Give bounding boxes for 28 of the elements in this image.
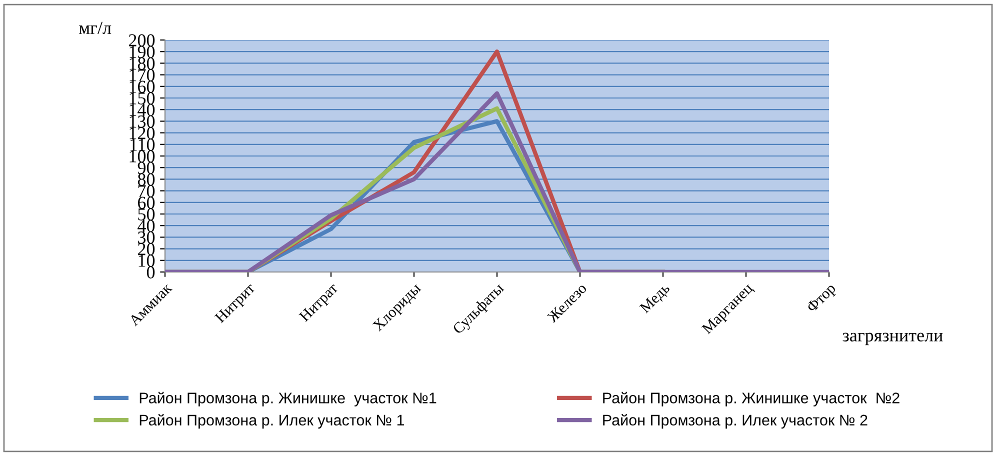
y-tick-label: 180 <box>130 57 155 70</box>
y-tick-label: 150 <box>130 92 155 104</box>
y-tick-label: 20 <box>138 243 155 256</box>
y-tick-label: 110 <box>130 138 155 151</box>
y-tick-label: 130 <box>130 115 155 128</box>
y-tick-label: 40 <box>138 220 155 232</box>
legend-label: Район Промзона р. Жинишке участок №2 <box>603 392 900 406</box>
y-tick-label: 80 <box>138 173 155 186</box>
legend-label: Район Промзона р. Илек участок № 1 <box>140 414 404 429</box>
y-axis-title: мг/л <box>79 22 112 34</box>
y-tick-label: 60 <box>138 196 155 209</box>
legend-label: Район Промзона р. Жинишке участок №1 <box>140 392 436 406</box>
y-tick-label: 170 <box>130 69 155 82</box>
y-tick-label: 90 <box>138 162 155 174</box>
y-tick-label: 10 <box>138 254 155 267</box>
y-tick-label: 30 <box>138 231 155 244</box>
y-tick-label: 50 <box>138 208 155 220</box>
y-tick-label: 0 <box>146 266 155 278</box>
legend-label: Район Промзона р. Илек участок № 2 <box>603 414 868 429</box>
x-tick-label: Фтор <box>806 282 838 315</box>
y-tick-label: 200 <box>128 34 155 46</box>
y-tick-label: 190 <box>130 46 155 58</box>
x-axis-title: загрязнители <box>842 332 943 346</box>
y-tick-label: 120 <box>130 127 155 140</box>
y-tick-label: 70 <box>138 185 155 198</box>
y-tick-label: 160 <box>130 80 155 93</box>
y-tick-label: 140 <box>130 104 155 116</box>
y-tick-label: 100 <box>130 150 155 162</box>
